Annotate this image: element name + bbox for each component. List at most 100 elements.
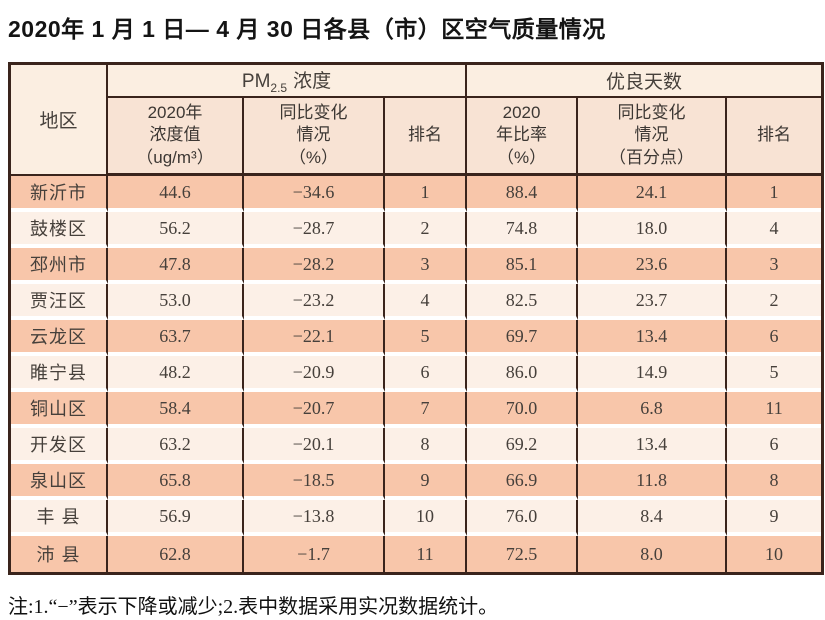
table-row: 铜山区 58.4 −20.7 7 70.0 6.8 11 xyxy=(11,392,822,428)
subheader-row: 2020年 浓度值 （ug/m³） 同比变化 情况 （%） 排名 2020 年比… xyxy=(11,98,822,176)
good-change-cell: 23.7 xyxy=(578,284,728,320)
pm25-group-header: PM2.5 浓度 xyxy=(108,65,468,98)
good-change-cell: 14.9 xyxy=(578,356,728,392)
good-change-cell: 8.0 xyxy=(578,536,728,572)
good-change-column-header: 同比变化 情况 （百分点） xyxy=(578,98,728,176)
pm25-label-subscript: 2.5 xyxy=(270,80,288,95)
table-row: 贾汪区 53.0 −23.2 4 82.5 23.7 2 xyxy=(11,284,822,320)
good-rank-cell: 9 xyxy=(727,500,822,536)
pm-value-cell: 63.7 xyxy=(108,320,244,356)
good-change-cell: 24.1 xyxy=(578,176,728,212)
region-column-header: 地区 xyxy=(11,65,108,176)
pm-rank-cell: 10 xyxy=(385,500,468,536)
pm25-label-suffix: 浓度 xyxy=(293,71,332,93)
good-ratio-cell: 88.4 xyxy=(467,176,579,212)
good-rank-column-header: 排名 xyxy=(727,98,822,176)
region-cell: 新沂市 xyxy=(11,176,108,212)
pm-change-cell: −28.2 xyxy=(244,248,385,284)
good-change-cell: 11.8 xyxy=(578,464,728,500)
good-rank-cell: 6 xyxy=(727,428,822,464)
region-cell: 睢宁县 xyxy=(11,356,108,392)
pm-rank-cell: 6 xyxy=(385,356,468,392)
good-rank-cell: 2 xyxy=(727,284,822,320)
pm-value-cell: 56.9 xyxy=(108,500,244,536)
pm-value-cell: 65.8 xyxy=(108,464,244,500)
pm-rank-cell: 5 xyxy=(385,320,468,356)
table-row: 开发区 63.2 −20.1 8 69.2 13.4 6 xyxy=(11,428,822,464)
air-quality-table: 地区 PM2.5 浓度 优良天数 2020年 浓度值 （ug/m³） 同比变化 情… xyxy=(8,62,825,575)
pm-value-column-header: 2020年 浓度值 （ug/m³） xyxy=(108,98,244,176)
table-row: 沛 县 62.8 −1.7 11 72.5 8.0 10 xyxy=(11,536,822,572)
good-rank-cell: 8 xyxy=(727,464,822,500)
pm-value-cell: 62.8 xyxy=(108,536,244,572)
good-change-cell: 18.0 xyxy=(578,212,728,248)
pm-change-cell: −20.9 xyxy=(244,356,385,392)
pm25-label-prefix: PM xyxy=(241,71,271,93)
region-cell: 贾汪区 xyxy=(11,284,108,320)
table-row: 睢宁县 48.2 −20.9 6 86.0 14.9 5 xyxy=(11,356,822,392)
good-change-cell: 6.8 xyxy=(578,392,728,428)
good-rank-cell: 3 xyxy=(727,248,822,284)
pm-rank-cell: 4 xyxy=(385,284,468,320)
pm-change-cell: −20.7 xyxy=(244,392,385,428)
good-change-cell: 13.4 xyxy=(578,320,728,356)
good-rank-cell: 5 xyxy=(727,356,822,392)
pm-rank-cell: 2 xyxy=(385,212,468,248)
pm-rank-cell: 7 xyxy=(385,392,468,428)
good-ratio-cell: 69.7 xyxy=(467,320,579,356)
pm-rank-cell: 1 xyxy=(385,176,468,212)
region-cell: 鼓楼区 xyxy=(11,212,108,248)
good-ratio-cell: 74.8 xyxy=(467,212,579,248)
good-rank-cell: 6 xyxy=(727,320,822,356)
good-ratio-cell: 69.2 xyxy=(467,428,579,464)
footnote: 注:1.“−”表示下降或减少;2.表中数据采用实况数据统计。 xyxy=(8,596,499,618)
region-cell: 沛 县 xyxy=(11,536,108,572)
pm-change-column-header: 同比变化 情况 （%） xyxy=(244,98,385,176)
group-header-row: 地区 PM2.5 浓度 优良天数 xyxy=(11,65,822,176)
table-body: 新沂市 44.6 −34.6 1 88.4 24.1 1 鼓楼区 56.2 −2… xyxy=(11,176,822,572)
table-row: 鼓楼区 56.2 −28.7 2 74.8 18.0 4 xyxy=(11,212,822,248)
region-cell: 丰 县 xyxy=(11,500,108,536)
pm-change-cell: −20.1 xyxy=(244,428,385,464)
table-row: 新沂市 44.6 −34.6 1 88.4 24.1 1 xyxy=(11,176,822,212)
pm-change-cell: −22.1 xyxy=(244,320,385,356)
good-change-cell: 8.4 xyxy=(578,500,728,536)
table-row: 云龙区 63.7 −22.1 5 69.7 13.4 6 xyxy=(11,320,822,356)
pm-value-cell: 53.0 xyxy=(108,284,244,320)
good-rank-cell: 10 xyxy=(727,536,822,572)
good-ratio-cell: 66.9 xyxy=(467,464,579,500)
pm-rank-cell: 9 xyxy=(385,464,468,500)
page-title: 2020年 1 月 1 日— 4 月 30 日各县（市）区空气质量情况 xyxy=(8,16,606,42)
pm-value-cell: 56.2 xyxy=(108,212,244,248)
good-ratio-cell: 86.0 xyxy=(467,356,579,392)
pm-change-cell: −1.7 xyxy=(244,536,385,572)
good-ratio-cell: 72.5 xyxy=(467,536,579,572)
table-row: 丰 县 56.9 −13.8 10 76.0 8.4 9 xyxy=(11,500,822,536)
table-header: 地区 PM2.5 浓度 优良天数 2020年 浓度值 （ug/m³） 同比变化 情… xyxy=(11,65,822,176)
good-ratio-cell: 82.5 xyxy=(467,284,579,320)
good-change-cell: 23.6 xyxy=(578,248,728,284)
region-cell: 云龙区 xyxy=(11,320,108,356)
pm-value-cell: 47.8 xyxy=(108,248,244,284)
pm-change-cell: −13.8 xyxy=(244,500,385,536)
pm-value-cell: 63.2 xyxy=(108,428,244,464)
good-change-cell: 13.4 xyxy=(578,428,728,464)
pm-rank-column-header: 排名 xyxy=(385,98,468,176)
region-cell: 泉山区 xyxy=(11,464,108,500)
region-cell: 开发区 xyxy=(11,428,108,464)
table-row: 泉山区 65.8 −18.5 9 66.9 11.8 8 xyxy=(11,464,822,500)
good-rank-cell: 11 xyxy=(727,392,822,428)
good-rank-cell: 1 xyxy=(727,176,822,212)
pm-change-cell: −18.5 xyxy=(244,464,385,500)
pm-rank-cell: 8 xyxy=(385,428,468,464)
pm-rank-cell: 11 xyxy=(385,536,468,572)
good-ratio-column-header: 2020 年比率 （%） xyxy=(467,98,579,176)
pm-rank-cell: 3 xyxy=(385,248,468,284)
good-ratio-cell: 85.1 xyxy=(467,248,579,284)
pm-value-cell: 58.4 xyxy=(108,392,244,428)
pm-change-cell: −34.6 xyxy=(244,176,385,212)
region-cell: 铜山区 xyxy=(11,392,108,428)
good-rank-cell: 4 xyxy=(727,212,822,248)
good-ratio-cell: 76.0 xyxy=(467,500,579,536)
